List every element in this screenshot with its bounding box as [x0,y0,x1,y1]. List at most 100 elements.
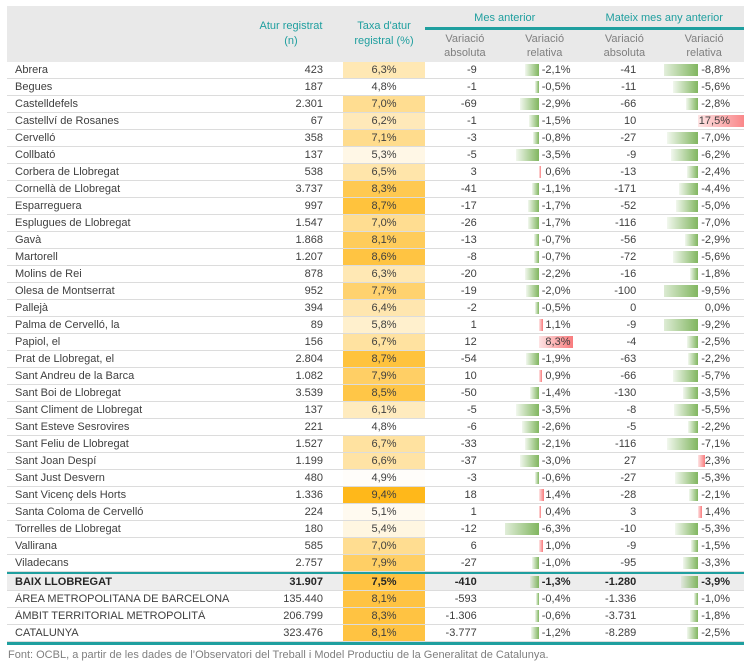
unemployment-rate-cell: 8,1% [343,591,425,607]
prev-month-absolute-variation: -9 [466,64,477,76]
prev-year-relative-variation: -7,0% [664,215,744,231]
table-row: Olesa de Montserrat 952 7,7% -19 -2,0% -… [7,283,744,300]
prev-year-absolute-variation: -56 [620,234,637,246]
prev-year-relative-databar [664,319,698,331]
registered-unemployment-value: 67 [310,115,323,127]
prev-year-relative-databar [675,200,698,212]
registered-unemployment-value: 394 [304,302,323,314]
municipality-name: Corbera de Llobregat [15,166,119,178]
prev-month-relative-variation: -3,5% [505,402,585,418]
table-row: Prat de Llobregat, el 2.804 8,7% -54 -1,… [7,351,744,368]
table-header: Atur registrat (n) Taxa d'atur registral… [7,6,744,62]
prev-month-absolute-variation: -8 [466,251,477,263]
table-row: Sant Feliu de Llobregat 1.527 6,7% -33 -… [7,436,744,453]
header-unemployment-rate: Taxa d'atur registral (%) [343,6,425,62]
prev-month-relative-variation: -0,4% [505,591,585,607]
prev-year-relative-variation: -1,5% [664,538,744,554]
registered-unemployment-value: 358 [304,132,323,144]
prev-month-absolute-variation: -5 [466,149,477,161]
unemployment-rate-cell: 8,7% [343,351,425,367]
registered-unemployment-value: 480 [304,472,323,484]
unemployment-rate-cell: 7,0% [343,96,425,112]
prev-month-absolute-variation: -27 [460,557,477,569]
registered-unemployment-value: 585 [304,540,323,552]
prev-month-absolute-variation: 1 [470,319,477,331]
registered-unemployment-value: 423 [304,64,323,76]
prev-year-absolute-variation: -66 [620,98,637,110]
table-row: Santa Coloma de Cervelló 224 5,1% 1 0,4%… [7,504,744,521]
prev-month-relative-variation: 0,6% [505,164,585,180]
prev-year-relative-variation: -6,2% [664,147,744,163]
prev-month-absolute-variation: 1 [470,506,477,518]
prev-year-relative-databar [688,353,698,365]
municipality-name: Cornellà de Llobregat [15,183,121,195]
table-row: Molins de Rei 878 6,3% -20 -2,2% -16 -1,… [7,266,744,283]
table-row: ÀREA METROPOLITANA DE BARCELONA 135.440 … [7,591,744,608]
prev-month-absolute-variation: -3 [466,132,477,144]
registered-unemployment-value: 3.539 [295,387,323,399]
registered-unemployment-value: 1.082 [295,370,323,382]
municipality-name: Palma de Cervelló, la [15,319,120,331]
prev-month-relative-variation: -2,1% [505,62,585,78]
header-prev-year-absolute-variation: Variació absoluta [603,32,646,59]
municipality-name: Pallejà [15,302,49,314]
unemployment-rate-cell: 7,0% [343,215,425,231]
prev-month-relative-databar [522,421,539,433]
prev-year-relative-databar [680,576,698,588]
registered-unemployment-value: 137 [304,149,323,161]
header-prev-month-relative-variation: Variació relativa [525,32,565,59]
prev-month-absolute-variation: -1 [466,81,477,93]
prev-month-relative-variation: -6,3% [504,521,585,537]
prev-year-relative-databar [691,540,698,552]
table-row: Sant Andreu de la Barca 1.082 7,9% 10 0,… [7,368,744,385]
prev-year-relative-variation: -5,7% [664,368,744,384]
prev-year-relative-databar [673,81,698,93]
prev-month-relative-variation: 0,9% [505,368,585,384]
prev-month-absolute-variation: -5 [466,404,477,416]
prev-month-relative-databar [504,523,539,535]
unemployment-rate-cell: 4,8% [343,419,425,435]
prev-year-relative-databar [685,98,698,110]
unemployment-rate-cell: 6,3% [343,266,425,282]
municipality-name: Sant Vicenç dels Horts [15,489,127,501]
prev-year-absolute-variation: -3.731 [605,610,637,622]
prev-year-absolute-variation: -27 [620,472,637,484]
prev-month-relative-databar [536,593,539,605]
prev-month-relative-databar [529,387,539,399]
table-row: Torrelles de Llobregat 180 5,4% -12 -6,3… [7,521,744,538]
municipality-name: Castelldefels [15,98,78,110]
registered-unemployment-value: 1.868 [295,234,323,246]
municipality-name: Castellví de Rosanes [15,115,119,127]
unemployment-rate-cell: 6,5% [343,164,425,180]
registered-unemployment-value: 187 [304,81,323,93]
prev-month-relative-variation: -1,2% [505,625,585,641]
municipality-name: Begues [15,81,53,93]
registered-unemployment-value: 2.301 [295,98,323,110]
prev-year-relative-databar [685,234,698,246]
prev-month-relative-databar [516,149,539,161]
prev-year-relative-variation: -2,1% [664,487,744,503]
prev-month-absolute-variation: -26 [460,217,477,229]
municipality-name: Abrera [15,64,49,76]
table-row: Cervelló 358 7,1% -3 -0,8% -27 -7,0% [7,130,744,147]
prev-year-absolute-variation: -11 [621,81,637,93]
prev-month-relative-variation: -0,5% [505,300,585,316]
prev-month-absolute-variation: -3.777 [445,627,477,639]
prev-month-absolute-variation: 6 [470,540,477,552]
municipality-name: BAIX LLOBREGAT [15,576,112,588]
registered-unemployment-value: 1.207 [295,251,323,263]
prev-month-relative-databar [531,183,539,195]
municipality-name: Molins de Rei [15,268,82,280]
prev-year-absolute-variation: -41 [620,64,637,76]
registered-unemployment-value: 224 [304,506,323,518]
prev-year-absolute-variation: -72 [620,251,637,263]
unemployment-rate-cell: 5,1% [343,504,425,520]
prev-month-relative-variation: -1,9% [505,351,585,367]
prev-year-absolute-variation: -13 [620,166,637,178]
prev-year-relative-variation: -1,8% [664,608,744,624]
prev-month-relative-databar [525,64,539,76]
registered-unemployment-value: 3.737 [295,183,323,195]
unemployment-rate-cell: 5,8% [343,317,425,333]
prev-year-relative-variation: -5,3% [664,470,744,486]
table-body: Abrera 423 6,3% -9 -2,1% -41 -8,8% Begue… [7,62,744,642]
